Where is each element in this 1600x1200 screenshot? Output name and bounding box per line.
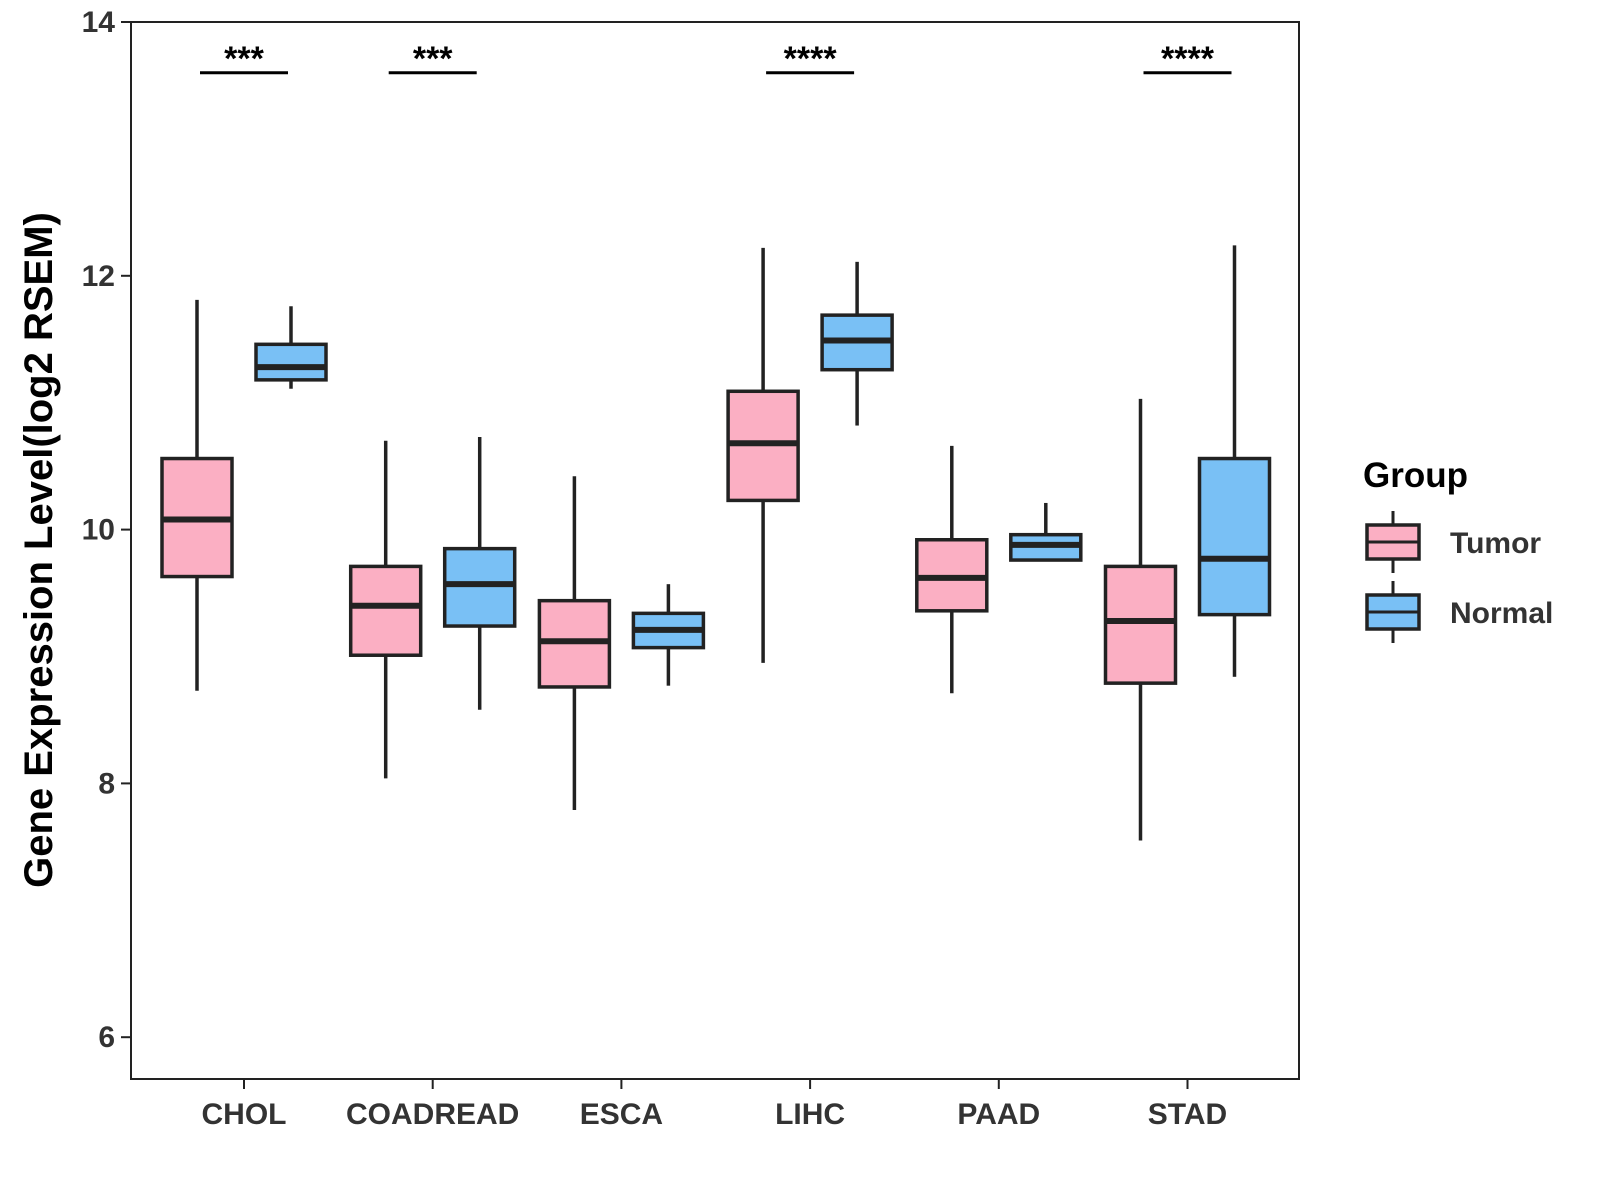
y-tick-label-8: 8 <box>98 767 115 800</box>
box-tumor-lihc <box>726 247 800 663</box>
significance-label-coadread: *** <box>413 40 453 78</box>
significance-label-lihc: **** <box>784 40 838 78</box>
box-normal-esca <box>631 584 706 686</box>
box-body-normal-stad <box>1197 456 1272 617</box>
y-tick-label-12: 12 <box>82 260 115 293</box>
plot-panel-border <box>130 21 1300 1080</box>
significance-label-stad: **** <box>1161 40 1215 78</box>
x-tick-label-COADREAD: COADREAD <box>346 1098 519 1131</box>
box-normal-stad <box>1197 245 1272 677</box>
legend-title: Group <box>1363 456 1468 495</box>
x-tick-label-CHOL: CHOL <box>202 1098 287 1131</box>
box-tumor-esca <box>537 476 612 811</box>
x-tick-label-PAAD: PAAD <box>957 1098 1040 1131</box>
box-normal-paad <box>1009 502 1083 562</box>
y-tick-label-14: 14 <box>82 6 116 39</box>
box-normal-chol <box>254 306 328 389</box>
x-tick-label-ESCA: ESCA <box>580 1098 663 1131</box>
box-body-normal-chol <box>254 342 328 382</box>
legend: Group Tumor Normal <box>1363 456 1553 643</box>
box-tumor-stad <box>1103 398 1178 841</box>
x-tick-label-STAD: STAD <box>1148 1098 1227 1131</box>
box-body-tumor-coadread <box>348 564 423 657</box>
box-body-tumor-stad <box>1103 564 1178 685</box>
legend-label-tumor: Tumor <box>1450 527 1541 560</box>
legend-label-normal: Normal <box>1450 597 1553 630</box>
box-normal-lihc <box>820 261 894 426</box>
box-body-normal-coadread <box>442 546 517 628</box>
box-tumor-paad <box>915 445 989 694</box>
y-tick-label-6: 6 <box>98 1021 115 1054</box>
legend-item-tumor: Tumor <box>1365 511 1541 573</box>
box-normal-coadread <box>442 436 517 710</box>
significance-label-chol: *** <box>224 40 264 78</box>
box-tumor-coadread <box>348 440 423 779</box>
y-axis-title: Gene Expression Level(log2 RSEM) <box>17 212 61 888</box>
y-tick-label-10: 10 <box>82 514 115 547</box>
x-tick-label-LIHC: LIHC <box>775 1098 845 1131</box>
legend-item-normal: Normal <box>1365 581 1553 643</box>
box-tumor-chol <box>160 299 234 691</box>
